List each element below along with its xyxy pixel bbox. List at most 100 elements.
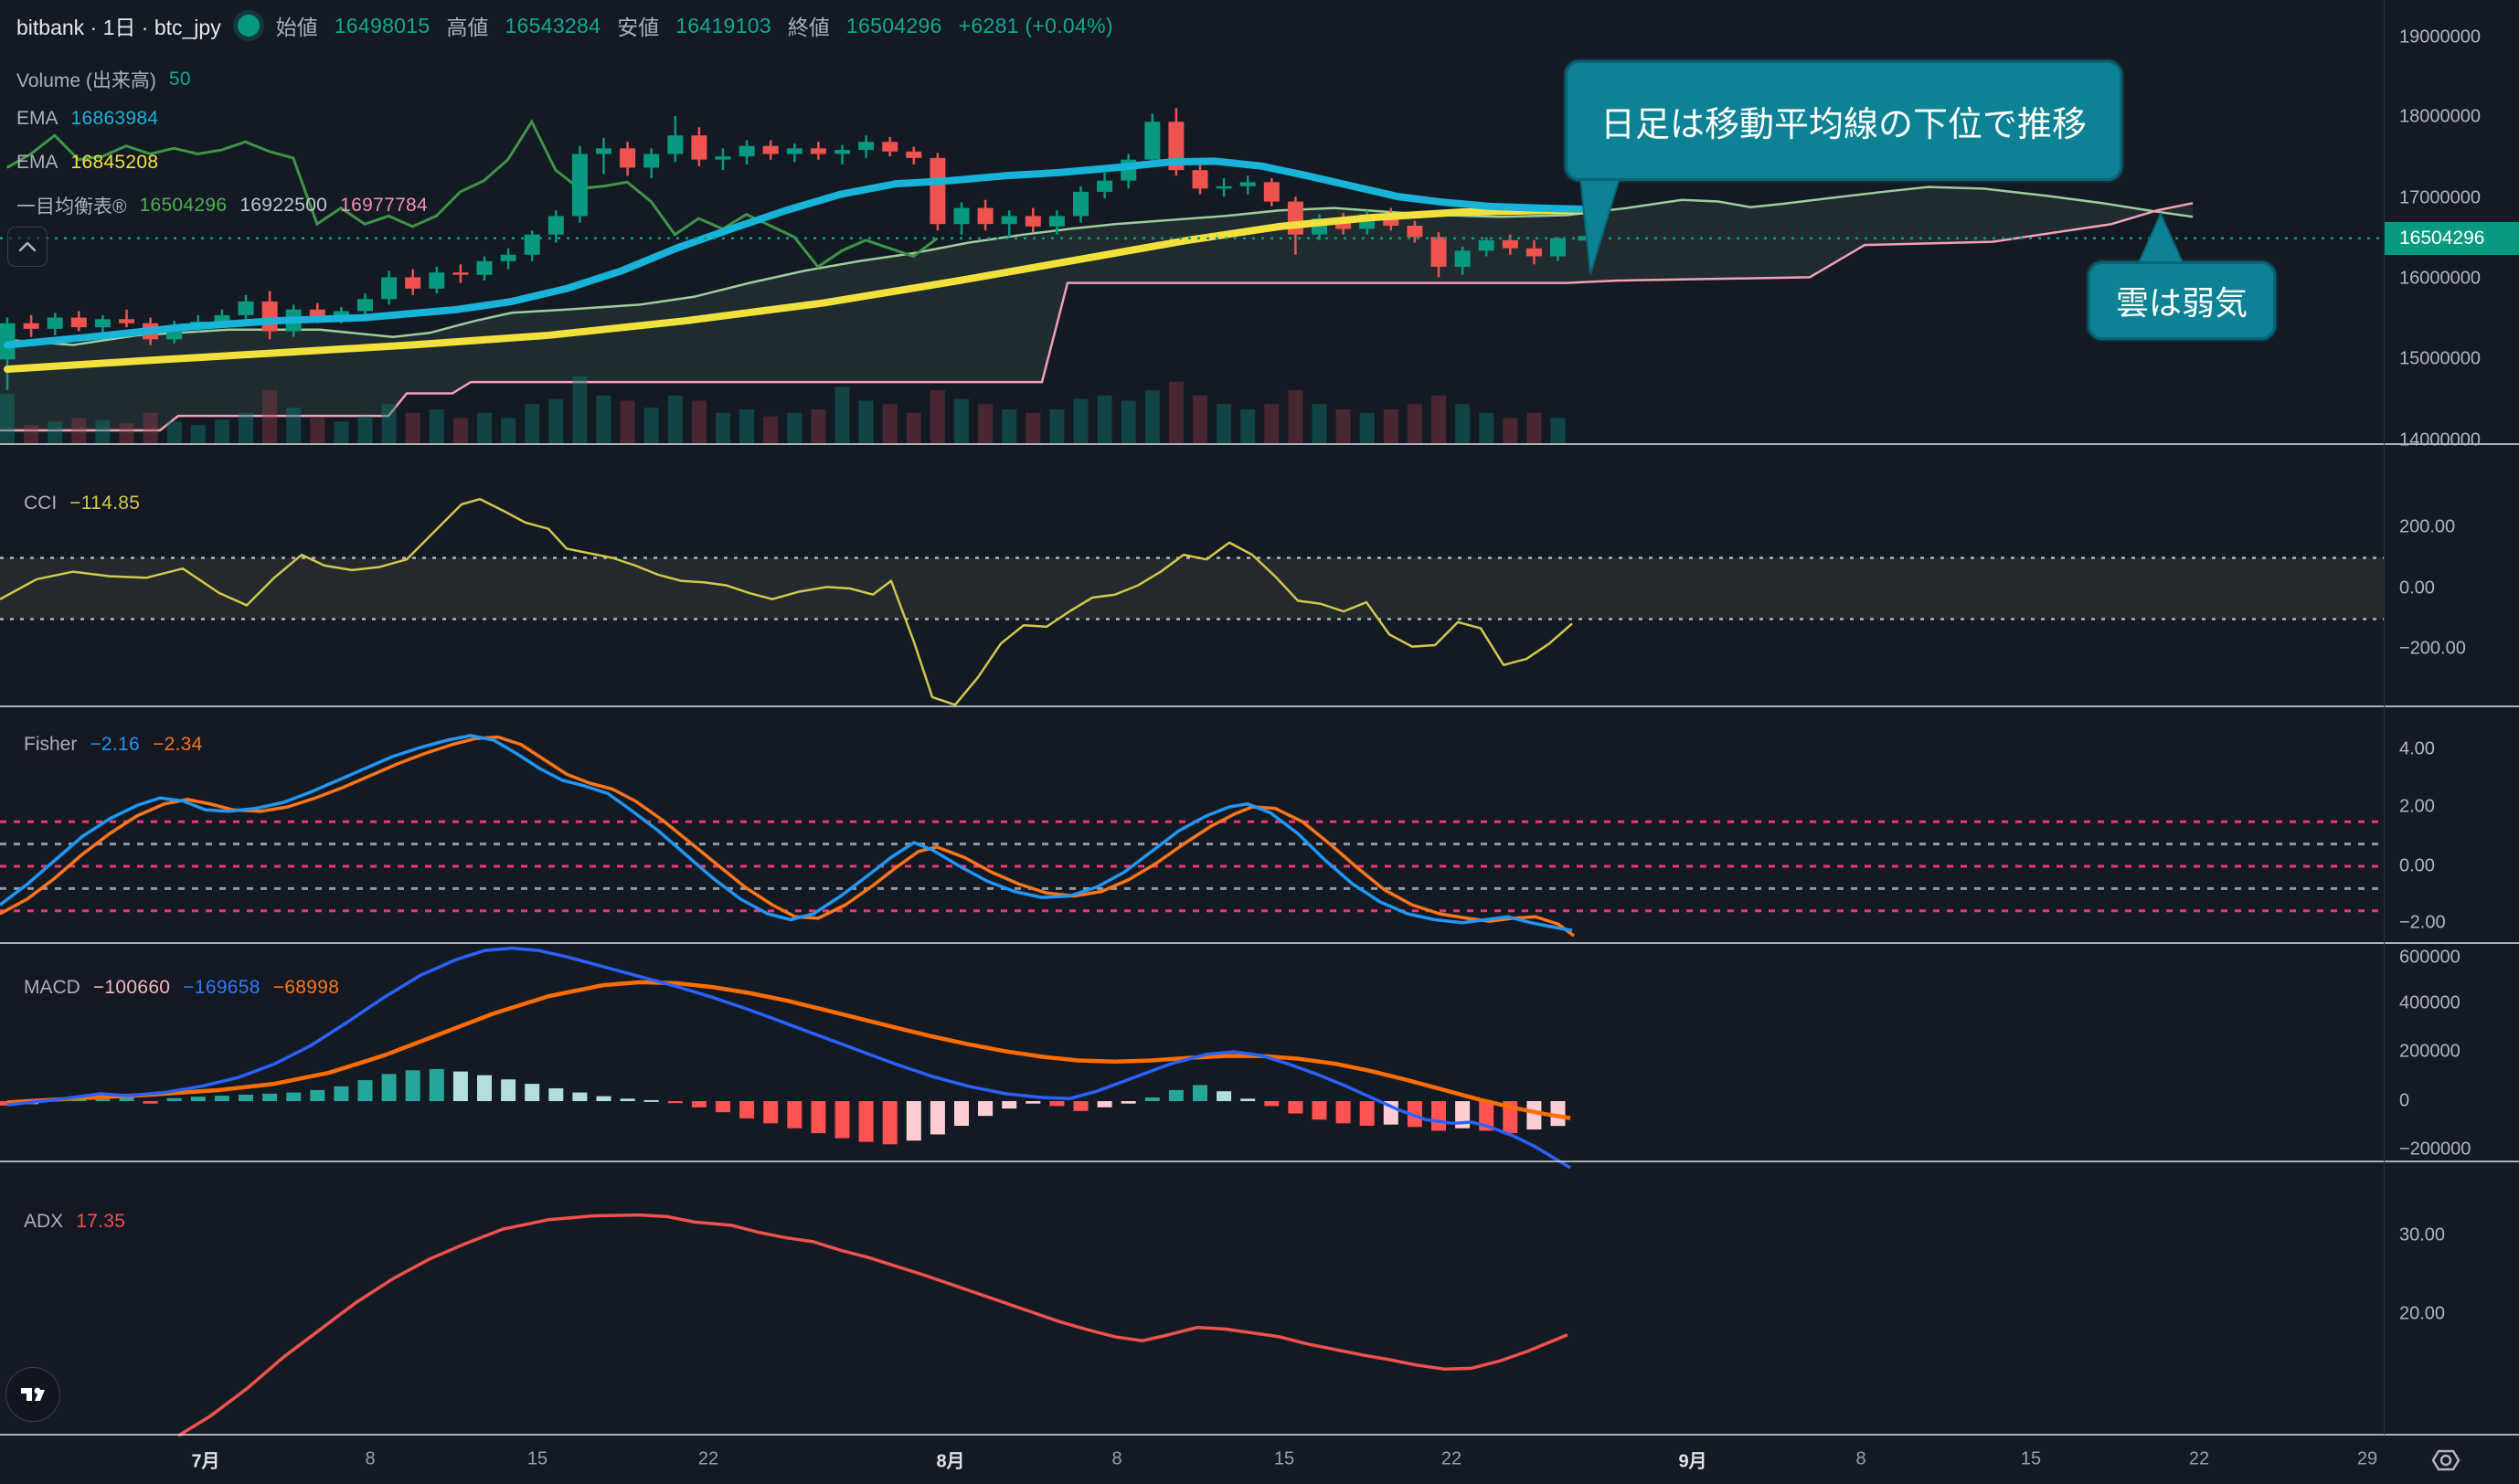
macd-histogram-bar: [548, 1087, 564, 1101]
volume-bar: [239, 412, 253, 444]
indicator-row-adx[interactable]: ADX 17.35: [16, 1208, 133, 1235]
price-axis-label: 400000: [2399, 992, 2461, 1013]
time-axis-label: 8月: [936, 1451, 965, 1472]
volume-bar: [262, 390, 278, 444]
candle-body: [715, 156, 731, 160]
macd-histogram-bar: [787, 1101, 802, 1129]
volume-value: 50: [168, 69, 191, 90]
volume-bar: [1097, 395, 1112, 444]
macd-histogram-bar: [1217, 1091, 1232, 1101]
ema-fast-line: [4, 157, 1589, 349]
price-axis-label: 0.00: [2399, 578, 2435, 599]
candle-body: [357, 299, 373, 312]
ichimoku-value-2: 16922500: [239, 195, 328, 216]
market-status-icon[interactable]: [237, 15, 260, 37]
macd-signal-value: −68998: [272, 977, 340, 998]
annotation-callout-cloud[interactable]: 雲は弱気: [2088, 261, 2276, 340]
candle-body: [452, 272, 469, 275]
fisher-value: −2.16: [90, 734, 140, 755]
symbol-header[interactable]: bitbank · 1日 · btc_jpy 始値 16498015 高値 16…: [16, 10, 1113, 41]
time-axis-label: 22: [1440, 1448, 1462, 1469]
price-axis-label: 20.00: [2399, 1303, 2446, 1324]
macd-histogram-bar: [1264, 1101, 1280, 1107]
volume-bar: [501, 418, 516, 444]
volume-bar: [787, 412, 802, 444]
macd-histogram-bar: [214, 1096, 229, 1101]
volume-bar: [1359, 412, 1375, 444]
candle-body: [1478, 239, 1494, 251]
indicator-row-ichimoku[interactable]: 一目均衡表® 16504296 16922500 16977784: [16, 192, 428, 219]
candle-body: [1168, 122, 1185, 171]
candle-body: [500, 254, 516, 261]
indicator-row-ema-fast[interactable]: EMA 16863984: [16, 108, 158, 130]
volume-bar: [1335, 409, 1351, 444]
volume-bar: [405, 412, 420, 444]
volume-bar: [667, 395, 683, 444]
volume-bar: [763, 416, 779, 444]
low-label: 安値: [617, 16, 660, 39]
macd-signal-line: [6, 980, 1571, 1120]
time-axis-label: 9月: [1678, 1451, 1707, 1472]
time-axis-label: 29: [2356, 1448, 2378, 1469]
macd-histogram-bar: [429, 1068, 444, 1101]
settings-icon[interactable]: [2428, 1442, 2464, 1483]
volume-bar: [1193, 395, 1207, 444]
macd-histogram-bar: [286, 1092, 302, 1101]
macd-histogram-bar: [1026, 1101, 1041, 1104]
indicator-row-fisher[interactable]: Fisher −2.16 −2.34: [16, 731, 210, 758]
volume-bar: [1526, 412, 1542, 444]
annotation-callout-ma[interactable]: 日足は移動平均線の下位で推移: [1565, 60, 2122, 181]
symbol-title[interactable]: bitbank · 1日 · btc_jpy: [16, 16, 221, 39]
indicator-row-volume[interactable]: Volume (出来高) 50: [16, 66, 191, 93]
volume-bar: [882, 404, 898, 444]
candle-body: [381, 277, 398, 300]
indicator-row-macd[interactable]: MACD −100660 −169658 −68998: [16, 974, 347, 1002]
price-axis[interactable]: 16504296 19000000 18000000 17000000 1600000…: [2384, 0, 2519, 1435]
volume-bar: [978, 404, 994, 444]
macd-histogram-bar: [1073, 1101, 1089, 1111]
volume-bar: [1144, 390, 1160, 444]
macd-histogram-bar: [1002, 1101, 1017, 1109]
volume-bar: [858, 400, 874, 444]
volume-bar: [334, 421, 349, 444]
candle-body: [810, 148, 826, 154]
candle-body: [547, 216, 564, 235]
time-axis-label: 8: [365, 1448, 376, 1469]
volume-bar: [166, 421, 182, 444]
candle-body: [70, 317, 87, 328]
time-axis[interactable]: 7月 8 15 22 8月 8 15 22 9月 8 15 22 29: [0, 1435, 2519, 1484]
candle-body: [643, 154, 660, 168]
macd-histogram-bar: [334, 1086, 349, 1101]
tradingview-logo[interactable]: [5, 1367, 60, 1422]
macd-line-value: −169658: [183, 977, 260, 998]
price-axis-label: 19000000: [2399, 26, 2481, 48]
candle-body: [261, 301, 278, 332]
indicator-row-ema-slow[interactable]: EMA 16845208: [16, 152, 158, 174]
time-axis-label: 8: [1855, 1448, 1866, 1469]
candle-body: [1407, 225, 1423, 238]
macd-histogram-bar: [1097, 1101, 1112, 1108]
ichimoku-value-3: 16977784: [340, 195, 429, 216]
volume-bar: [1026, 412, 1041, 444]
volume-bar: [214, 419, 229, 444]
candle-body: [882, 142, 898, 152]
volume-bar: [119, 423, 134, 444]
volume-bar: [24, 425, 39, 444]
collapse-pane-button[interactable]: [7, 227, 48, 267]
macd-histogram-bar: [525, 1084, 540, 1101]
macd-histogram-bar: [1121, 1101, 1136, 1104]
candle-body: [1239, 182, 1256, 186]
candle-body: [667, 135, 684, 154]
indicator-row-cci[interactable]: CCI −114.85: [16, 490, 148, 517]
candle-body: [524, 234, 540, 255]
volume-bar: [691, 400, 707, 444]
volume-bar: [381, 404, 397, 444]
macd-histogram-bar: [1049, 1101, 1065, 1107]
volume-bar: [1312, 404, 1327, 444]
senkou-a-line: [0, 186, 2194, 346]
volume-bar: [834, 387, 850, 444]
ema-fast-label: EMA: [16, 108, 58, 129]
fisher-label: Fisher: [24, 734, 78, 755]
candle-body: [977, 207, 994, 225]
